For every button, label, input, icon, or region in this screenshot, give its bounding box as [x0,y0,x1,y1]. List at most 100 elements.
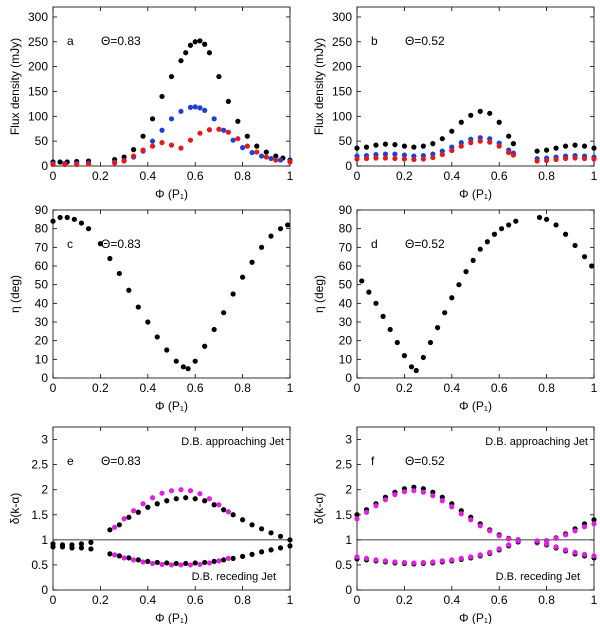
x-tick-label: 0.6 [187,381,204,395]
data-point [197,130,203,136]
data-point [126,555,132,561]
y-tick-label: 50 [35,278,49,292]
data-point [240,274,246,280]
data-point [562,143,569,149]
y-tick-label: 300 [28,10,48,24]
panel-letter: b [371,34,378,48]
x-tick-label: 0.2 [396,169,413,183]
data-point [149,560,156,567]
data-point [394,339,400,346]
data-point [468,112,474,118]
data-point [506,536,512,542]
data-point [140,501,146,507]
data-point [477,523,483,529]
axes-box [52,6,291,167]
data-point [401,489,407,495]
data-point [401,559,407,566]
series-approaching-jet-magenta- [354,488,597,546]
data-point [477,108,483,114]
x-axis-label: Φ (P₁) [155,399,188,413]
data-point [202,559,208,566]
x-tick-label: 0.4 [443,381,460,395]
data-point [544,157,550,164]
series-receding-jet-black- [50,543,293,567]
data-point [173,358,179,364]
series-receding-jet-magenta- [354,538,597,566]
panel-letter: c [67,237,73,251]
data-point [168,562,175,568]
y-tick-label: 100 [332,109,352,123]
data-point [359,278,365,284]
data-point [287,537,293,543]
data-point [230,555,236,562]
y-axis-label: η (deg) [312,275,326,313]
x-axis-label: Φ (P₁) [459,187,492,201]
receding-jet-label: D.B. receding Jet [496,571,580,583]
y-tick-label: 2.5 [31,458,48,472]
y-tick-label: 0 [41,159,48,173]
data-point [126,287,132,293]
data-point [192,39,198,45]
data-point [354,145,360,151]
data-point [211,326,217,333]
data-point [135,557,141,563]
panel-letter: f [371,454,375,468]
data-point [439,498,445,504]
data-point [439,558,445,564]
data-point [449,557,455,563]
data-point [258,549,265,555]
data-point [572,155,578,161]
y-tick-label: 0 [41,583,48,597]
data-point [581,155,588,162]
data-point [277,226,284,232]
data-point [449,128,455,134]
data-point [458,511,464,517]
x-tick-label: 0.2 [92,593,109,607]
data-point [173,560,179,567]
data-point [183,50,189,56]
series-eta [359,214,595,374]
y-tick-label: 200 [28,60,48,74]
data-point [442,310,448,316]
data-point [121,555,127,561]
x-tick-label: 0.6 [491,381,508,395]
x-tick-label: 0.6 [187,593,204,607]
data-point [154,334,160,340]
data-point [78,220,85,226]
data-point [140,133,146,139]
data-point [562,547,569,553]
data-point [197,491,203,497]
data-point [572,528,578,534]
data-point [268,530,274,536]
data-point [197,38,203,44]
data-point [78,541,85,547]
y-tick-label: 40 [35,296,49,310]
data-point [159,490,165,496]
theta-annotation: Θ=0.83 [101,454,141,468]
data-point [185,366,191,372]
data-point [373,155,379,161]
data-point [149,116,156,122]
data-point [206,127,213,133]
data-point [221,310,227,316]
panel-f: 0 0.2 0.4 0.6 0.8 1 0 0.5 1 1.5 2 2.5 3 Φ (P₁) δ(k-α) f… [312,426,598,624]
x-tick-label: 0.2 [396,381,413,395]
data-point [268,233,274,239]
x-tick-label: 0.8 [538,381,555,395]
x-tick-label: 0 [50,593,57,607]
y-tick-label: 50 [35,134,49,148]
data-point [458,143,464,149]
data-point [112,160,118,166]
x-tick-label: 0.4 [139,381,156,395]
series-approaching-jet-black- [354,484,597,545]
data-point [534,158,540,164]
data-point [572,549,578,555]
axes-box [52,209,291,379]
data-point [420,489,426,495]
data-point [439,136,445,142]
data-point [380,313,386,319]
data-point [145,319,151,325]
data-point [145,558,151,565]
y-tick-label: 30 [339,315,353,329]
